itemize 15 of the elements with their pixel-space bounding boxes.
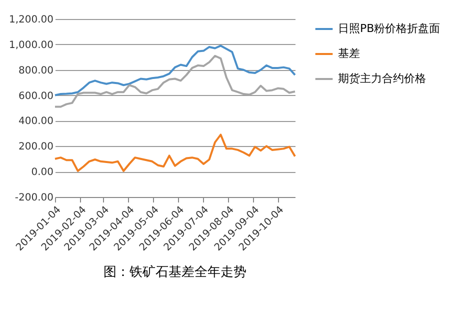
y-tick-label: 600.00: [18, 90, 54, 102]
y-tick-label: 400.00: [18, 116, 54, 128]
line-series: [54, 54, 296, 108]
y-tick-label: 800.00: [18, 65, 54, 76]
line-series: [54, 134, 296, 172]
y-tick-label: 1,200.00: [8, 14, 54, 26]
legend-label: 基差: [338, 47, 360, 60]
legend-label: 期货主力合约价格: [338, 72, 426, 85]
legend-label: 日照PB粉价格折盘面: [338, 22, 440, 35]
y-tick-label: 0.00: [31, 167, 54, 178]
y-tick-label: 1,000.00: [8, 40, 54, 51]
y-tick-label: 200.00: [18, 142, 54, 153]
text: 图：铁矿石基差全年走势: [104, 265, 246, 280]
line-series: [54, 44, 296, 96]
y-tick-label: -200.00: [14, 192, 54, 204]
